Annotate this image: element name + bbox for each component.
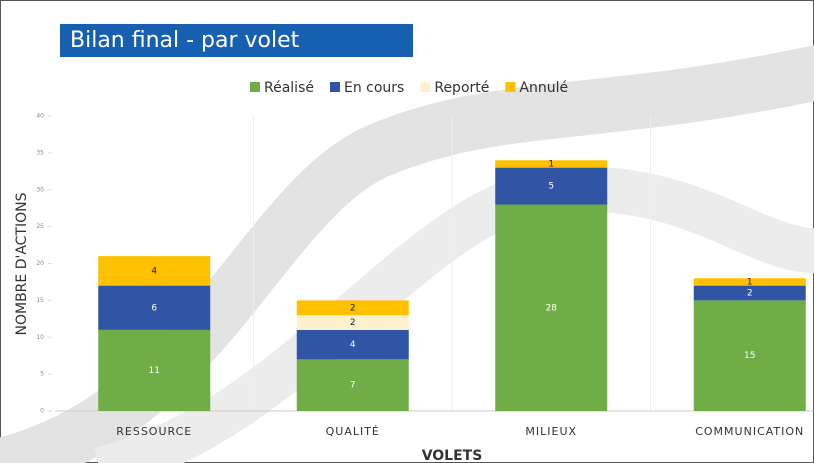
data-label: 5 <box>548 182 554 192</box>
legend-swatch <box>250 82 260 92</box>
page: {"chart_data": {"type": "stacked_bar", "… <box>0 0 814 463</box>
legend-label: Annulé <box>519 80 568 96</box>
data-label: 6 <box>151 303 157 313</box>
data-label: 1 <box>548 159 554 169</box>
legend-swatch <box>330 82 340 92</box>
data-label: 2 <box>350 318 356 328</box>
x-tick-label: COMMUNICATION <box>695 425 804 438</box>
y-tick-label: 20 <box>36 260 44 267</box>
data-label: 1 <box>747 277 753 287</box>
y-tick-label: 30 <box>36 186 44 193</box>
data-label: 2 <box>350 303 356 313</box>
legend-label: Reporté <box>434 80 489 96</box>
x-tick-label: QUALITÉ <box>326 425 380 438</box>
chart: Bilan final - par volet NOMBRE D'ACTIONS… <box>0 0 814 463</box>
y-tick-label: 25 <box>36 223 44 230</box>
y-tick-label: 40 <box>36 113 44 120</box>
legend-swatch <box>420 82 430 92</box>
chart-title: Bilan final - par volet <box>70 28 300 53</box>
data-label: 7 <box>350 381 356 391</box>
y-tick-label: 35 <box>36 149 44 156</box>
data-label: 4 <box>350 340 356 350</box>
legend-label: En cours <box>344 80 404 96</box>
x-axis-title: VOLETS <box>422 448 483 463</box>
legend-label: Réalisé <box>264 80 314 96</box>
data-label: 28 <box>546 303 558 313</box>
y-tick-label: 0 <box>40 408 44 415</box>
y-tick-label: 5 <box>40 371 44 378</box>
data-label: 2 <box>747 289 753 299</box>
y-axis-title: NOMBRE D'ACTIONS <box>14 192 30 335</box>
legend-swatch <box>505 82 515 92</box>
data-label: 4 <box>151 266 157 276</box>
x-tick-label: RESSOURCE <box>116 425 192 438</box>
x-tick-label: MILIEUX <box>525 425 577 438</box>
y-tick-label: 15 <box>36 297 44 304</box>
data-label: 15 <box>744 351 755 361</box>
data-label: 11 <box>149 366 160 376</box>
y-tick-label: 10 <box>36 334 44 341</box>
